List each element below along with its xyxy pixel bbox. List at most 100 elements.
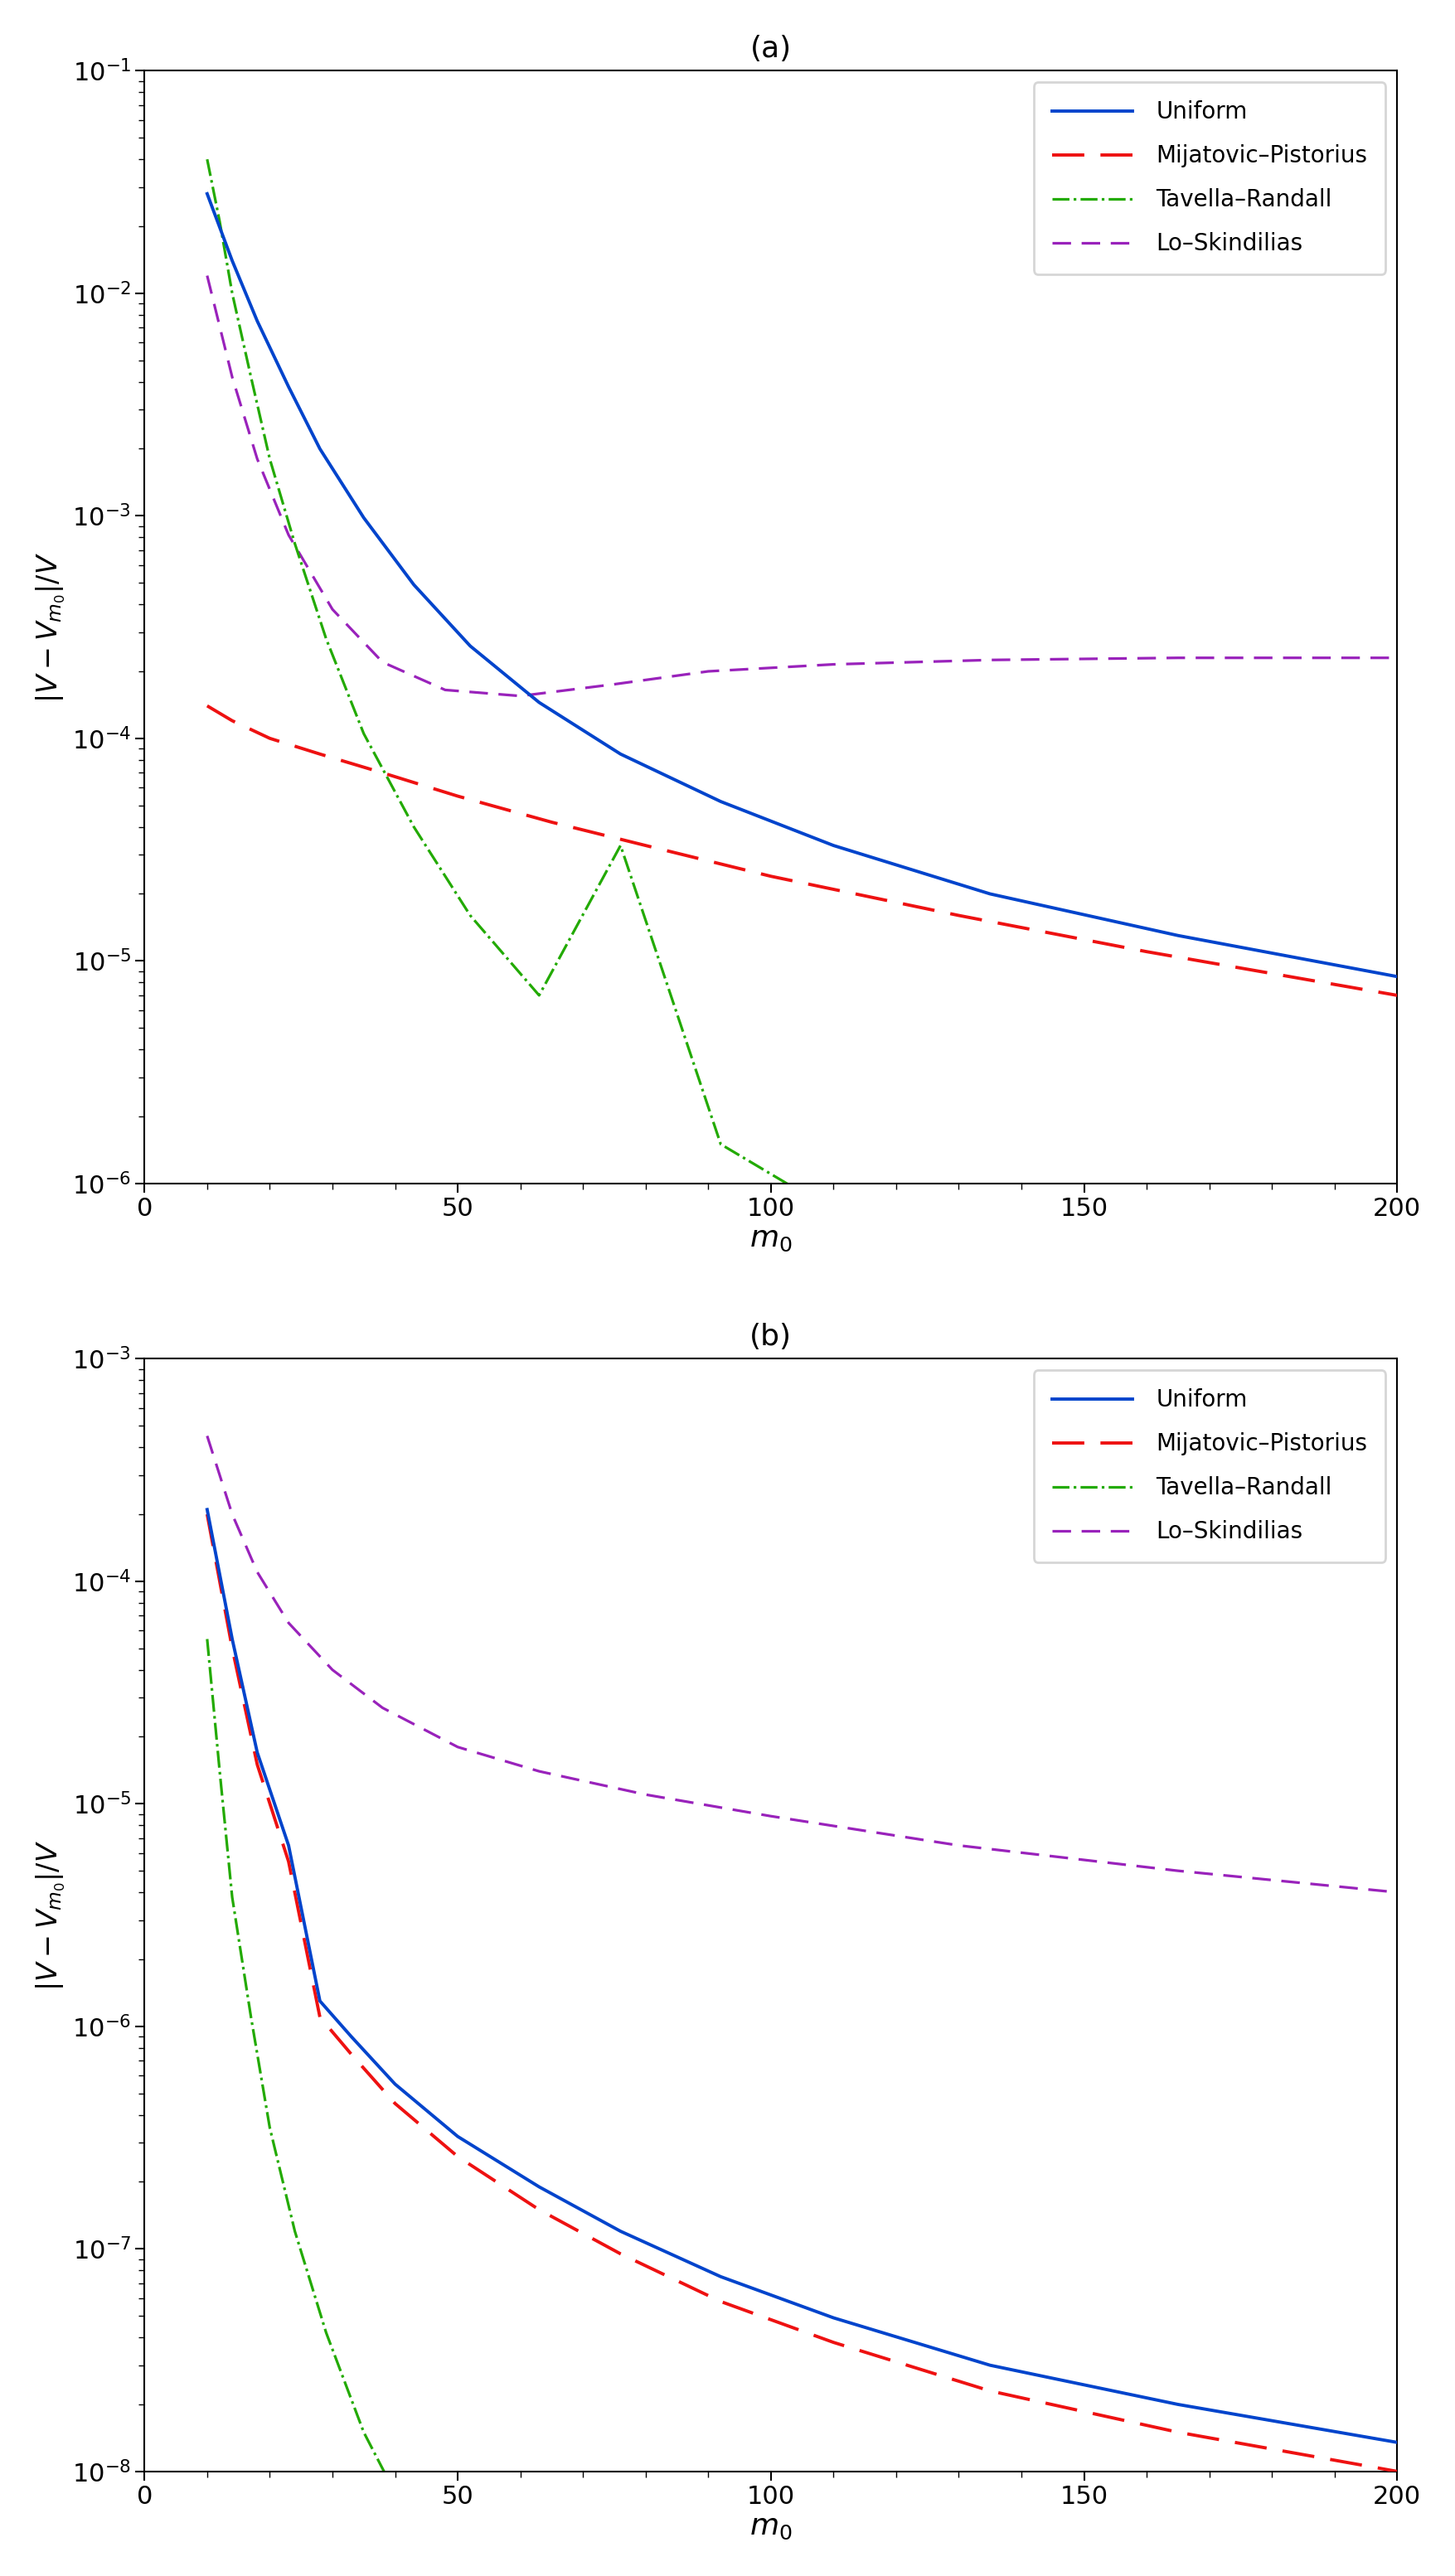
Lo–Skindilias [436, 675, 454, 706]
Tavella–Randall [355, 719, 372, 750]
Uniform [611, 2215, 629, 2246]
Lo–Skindilias [1168, 1855, 1186, 1886]
Y-axis label: $|V - V_{m_0}|/V$: $|V - V_{m_0}|/V$ [35, 1839, 67, 1991]
Y-axis label: $|V - V_{m_0}|/V$: $|V - V_{m_0}|/V$ [35, 551, 67, 703]
Lo–Skindilias [374, 1692, 391, 1723]
Line: Mijatovic–Pistorius: Mijatovic–Pistorius [207, 706, 1397, 994]
Mijatovic–Pistorius [386, 2089, 403, 2120]
Uniform [404, 569, 422, 600]
Uniform [448, 2120, 466, 2151]
Mijatovic–Pistorius [825, 2326, 842, 2357]
Lo–Skindilias [374, 647, 391, 677]
Lo–Skindilias [249, 443, 266, 474]
Uniform [342, 2022, 359, 2053]
Tavella–Randall [530, 979, 547, 1010]
X-axis label: $m_0$: $m_0$ [749, 2514, 792, 2543]
Uniform [249, 307, 266, 337]
Tavella–Randall [317, 623, 335, 654]
Uniform [1388, 961, 1406, 992]
Uniform [530, 2172, 547, 2202]
Mijatovic–Pistorius [342, 2038, 359, 2069]
Mijatovic–Pistorius [260, 724, 278, 755]
Uniform [611, 739, 629, 770]
Tavella–Randall [211, 1757, 228, 1788]
Mijatovic–Pistorius [950, 899, 968, 930]
Lo–Skindilias [198, 260, 215, 291]
Lo–Skindilias [511, 680, 528, 711]
Mijatovic–Pistorius [761, 860, 778, 891]
Lo–Skindilias [323, 1654, 340, 1685]
Tavella–Randall [1168, 1352, 1186, 1383]
Tavella–Randall [198, 1623, 215, 1654]
Uniform [825, 829, 842, 860]
Lo–Skindilias [224, 1499, 242, 1530]
Uniform [311, 1986, 329, 2017]
Uniform [198, 1494, 215, 1525]
Line: Lo–Skindilias: Lo–Skindilias [207, 1435, 1397, 1893]
Lo–Skindilias [279, 1607, 297, 1638]
Uniform [311, 433, 329, 464]
Mijatovic–Pistorius [448, 781, 466, 811]
Tavella–Randall [287, 528, 304, 559]
Line: Uniform: Uniform [207, 193, 1397, 976]
Tavella–Randall [355, 2416, 372, 2447]
Tavella–Randall [711, 1128, 729, 1159]
Lo–Skindilias [1388, 641, 1406, 672]
Line: Tavella–Randall: Tavella–Randall [207, 1638, 1397, 2576]
Legend: Uniform, Mijatovic–Pistorius, Tavella–Randall, Lo–Skindilias: Uniform, Mijatovic–Pistorius, Tavella–Ra… [1033, 82, 1385, 273]
Uniform [711, 2262, 729, 2293]
Lo–Skindilias [323, 595, 340, 626]
Mijatovic–Pistorius [311, 739, 329, 770]
Mijatovic–Pistorius [249, 1749, 266, 1780]
Uniform [981, 2349, 998, 2380]
Lo–Skindilias [950, 1829, 968, 1860]
Tavella–Randall [404, 2514, 422, 2545]
Mijatovic–Pistorius [543, 806, 560, 837]
Lo–Skindilias [530, 1757, 547, 1788]
Lo–Skindilias [636, 1780, 653, 1811]
Tavella–Randall [287, 2215, 304, 2246]
Tavella–Randall [825, 1195, 842, 1226]
Uniform [825, 2303, 842, 2334]
Lo–Skindilias [224, 361, 242, 392]
Lo–Skindilias [279, 520, 297, 551]
Uniform [461, 631, 479, 662]
Mijatovic–Pistorius [530, 2195, 547, 2226]
Mijatovic–Pistorius [1168, 2416, 1186, 2447]
Mijatovic–Pistorius [1388, 979, 1406, 1010]
Mijatovic–Pistorius [198, 1499, 215, 1530]
Lo–Skindilias [761, 1801, 778, 1832]
Mijatovic–Pistorius [224, 1633, 242, 1664]
Uniform [1168, 920, 1186, 951]
Mijatovic–Pistorius [611, 2239, 629, 2269]
Tavella–Randall [211, 206, 228, 237]
Tavella–Randall [1388, 1425, 1406, 1455]
Uniform [224, 1623, 242, 1654]
Lo–Skindilias [448, 1731, 466, 1762]
Tavella–Randall [224, 1883, 242, 1914]
Tavella–Randall [981, 1278, 998, 1309]
Tavella–Randall [198, 144, 215, 175]
Uniform [249, 1736, 266, 1767]
Tavella–Randall [461, 899, 479, 930]
Uniform [224, 245, 242, 276]
Tavella–Randall [242, 361, 259, 392]
Line: Mijatovic–Pistorius: Mijatovic–Pistorius [207, 1515, 1397, 2470]
Mijatovic–Pistorius [1388, 2455, 1406, 2486]
Uniform [355, 502, 372, 533]
Uniform [530, 688, 547, 719]
Uniform [279, 1829, 297, 1860]
Uniform [711, 786, 729, 817]
Uniform [386, 2069, 403, 2099]
Mijatovic–Pistorius [448, 2141, 466, 2172]
Tavella–Randall [260, 2112, 278, 2143]
Title: (b): (b) [749, 1321, 792, 1350]
Lo–Skindilias [981, 644, 998, 675]
Mijatovic–Pistorius [981, 2375, 998, 2406]
Mijatovic–Pistorius [311, 2002, 329, 2032]
Mijatovic–Pistorius [198, 690, 215, 721]
Tavella–Randall [224, 278, 242, 309]
Line: Lo–Skindilias: Lo–Skindilias [207, 276, 1397, 696]
Tavella–Randall [404, 811, 422, 842]
Line: Uniform: Uniform [207, 1510, 1397, 2442]
